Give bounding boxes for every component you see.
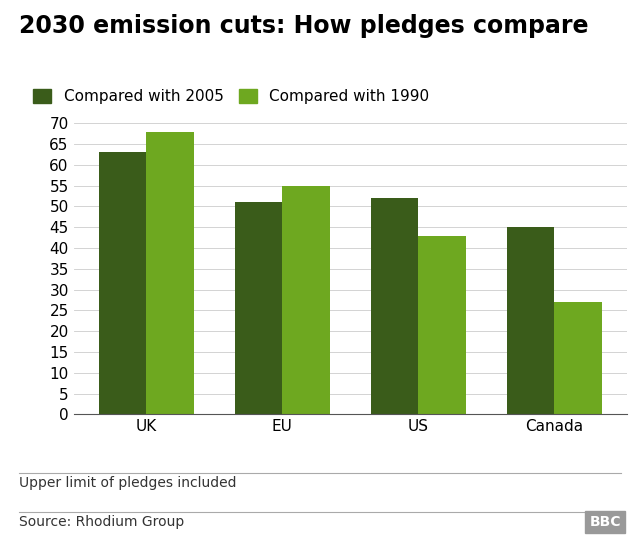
Text: Source: Rhodium Group: Source: Rhodium Group: [19, 515, 184, 529]
Text: 2030 emission cuts: How pledges compare: 2030 emission cuts: How pledges compare: [19, 14, 589, 38]
Bar: [99, 152, 147, 414]
Bar: [554, 302, 602, 414]
Bar: [147, 132, 194, 414]
Bar: [282, 185, 330, 414]
Bar: [419, 236, 466, 414]
Text: Upper limit of pledges included: Upper limit of pledges included: [19, 476, 237, 490]
Bar: [507, 227, 554, 414]
Bar: [371, 198, 419, 414]
Legend: Compared with 2005, Compared with 1990: Compared with 2005, Compared with 1990: [27, 83, 435, 110]
Text: BBC: BBC: [589, 515, 621, 529]
Bar: [235, 202, 282, 414]
